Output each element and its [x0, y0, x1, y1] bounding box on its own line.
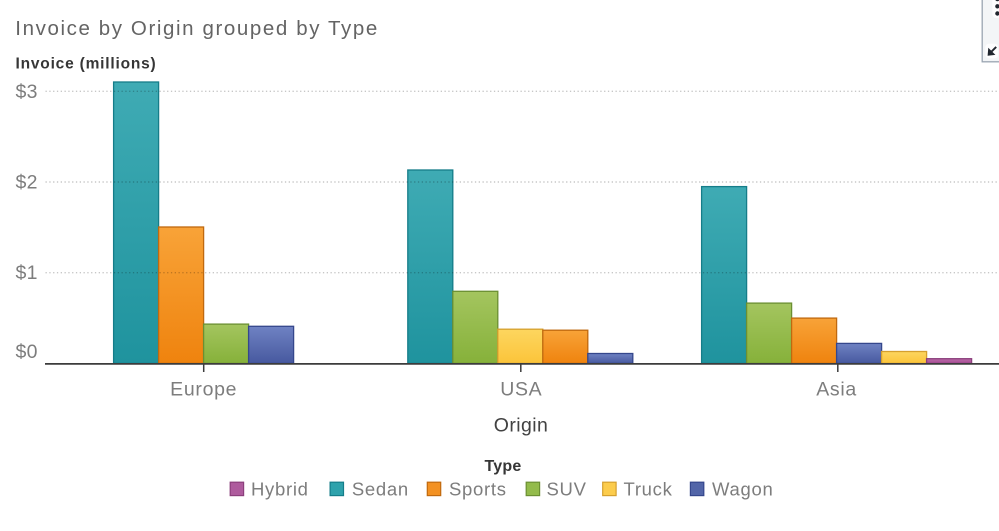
- svg-text:SUV: SUV: [547, 479, 587, 500]
- svg-text:Hybrid: Hybrid: [251, 479, 309, 500]
- svg-text:Invoice by Origin grouped by T: Invoice by Origin grouped by Type: [15, 17, 379, 40]
- svg-text:Wagon: Wagon: [712, 479, 773, 500]
- svg-text:Origin: Origin: [494, 415, 548, 437]
- svg-text:Truck: Truck: [624, 479, 673, 500]
- svg-text:Invoice (millions): Invoice (millions): [16, 55, 157, 72]
- svg-text:$3: $3: [16, 81, 38, 103]
- svg-text:Sports: Sports: [449, 479, 507, 500]
- svg-text:USA: USA: [500, 379, 542, 401]
- svg-text:Type: Type: [485, 458, 522, 475]
- svg-text:Asia: Asia: [816, 379, 857, 401]
- svg-text:Sedan: Sedan: [352, 479, 409, 500]
- svg-text:$1: $1: [16, 262, 38, 284]
- svg-text:$0: $0: [16, 341, 38, 363]
- svg-text:$2: $2: [16, 172, 38, 194]
- svg-text:Europe: Europe: [170, 379, 237, 401]
